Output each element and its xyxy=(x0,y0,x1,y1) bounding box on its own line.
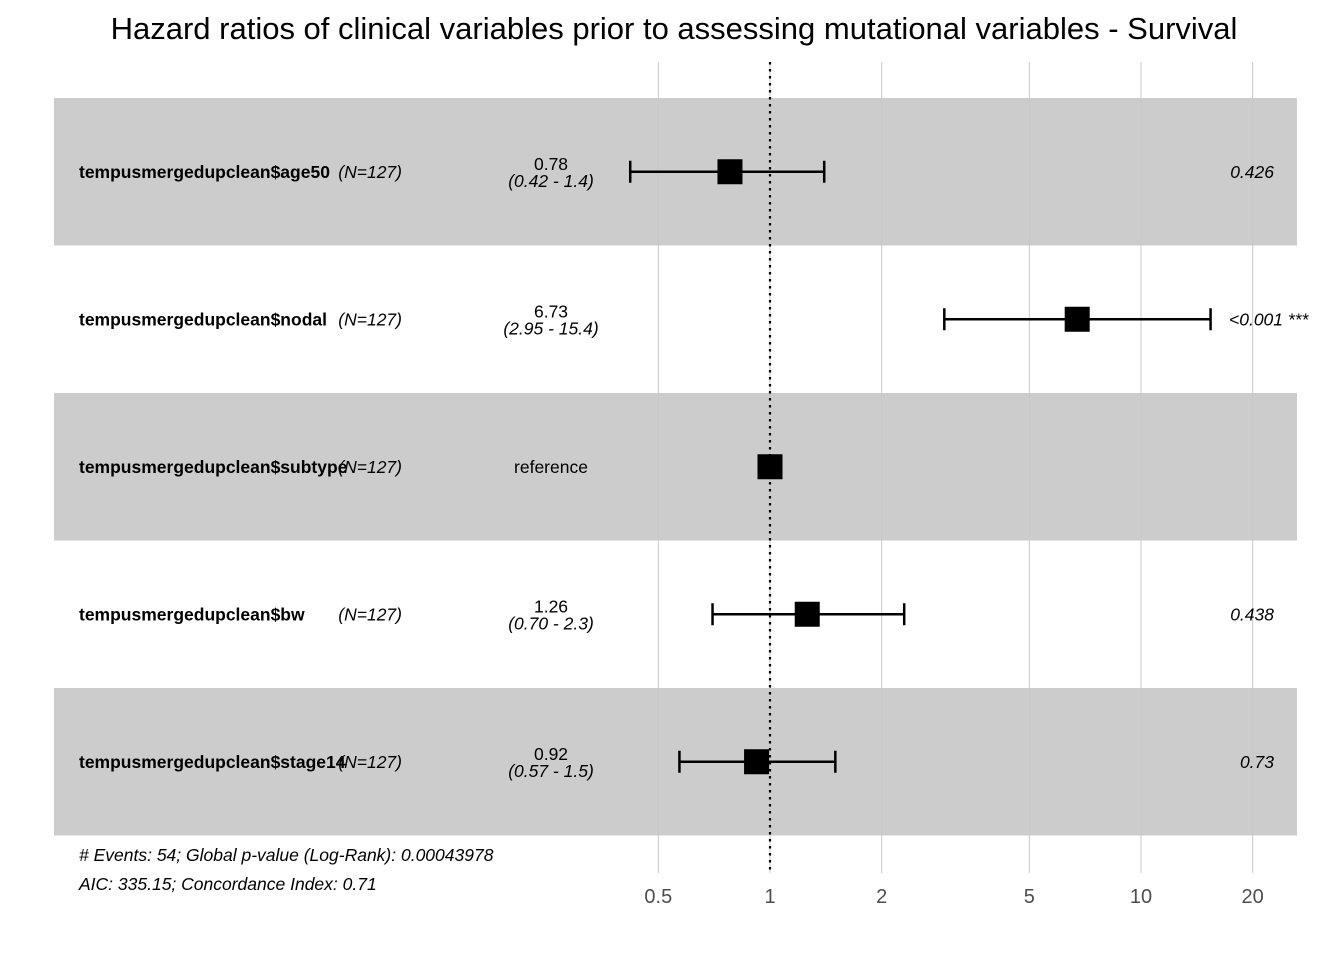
x-axis-ticks: 0.5 1 2 5 10 20 xyxy=(644,886,1263,908)
forest-row: tempusmergedupclean$subtype(N=127) refere… xyxy=(79,454,783,480)
forest-row: tempusmergedupclean$stage14(N=127) 0.92(0… xyxy=(79,744,1274,781)
p-value-label: 0.73 xyxy=(1240,752,1274,772)
n-label: (N=127) xyxy=(338,457,402,477)
ci-label: (0.42 - 1.4) xyxy=(508,171,594,191)
hr-marker xyxy=(757,454,783,480)
variable-label: tempusmergedupclean$nodal xyxy=(79,309,327,329)
x-tick-label: 2 xyxy=(876,886,887,908)
estimate-label: 1.26 xyxy=(534,596,568,616)
x-tick-label: 1 xyxy=(764,886,775,908)
variable-label: tempusmergedupclean$stage14 xyxy=(79,752,346,772)
footnote-aic: AIC: 335.15; Concordance Index: 0.71 xyxy=(78,874,377,894)
estimate-label: 6.73 xyxy=(534,301,568,321)
variable-label: tempusmergedupclean$bw xyxy=(79,604,305,624)
ci-label: (0.70 - 2.3) xyxy=(508,613,594,633)
hr-marker xyxy=(744,749,770,775)
n-label: (N=127) xyxy=(338,604,402,624)
hr-marker xyxy=(1064,306,1090,332)
forest-row: tempusmergedupclean$nodal (N=127) 6.73(2.9… xyxy=(79,301,1309,338)
x-tick-label: 5 xyxy=(1024,886,1035,908)
forest-rows: tempusmergedupclean$age50 (N=127) 0.78(0.4… xyxy=(79,154,1309,781)
ci-label: (2.95 - 15.4) xyxy=(503,318,598,338)
ci-label: (0.57 - 1.5) xyxy=(508,761,594,781)
p-value-label: <0.001 *** xyxy=(1229,309,1309,329)
n-label: (N=127) xyxy=(338,309,402,329)
estimate-label: 0.78 xyxy=(534,154,568,174)
n-label: (N=127) xyxy=(338,162,402,182)
row-band xyxy=(54,393,1297,541)
forest-row: tempusmergedupclean$age50 (N=127) 0.78(0.4… xyxy=(79,154,1274,191)
hr-marker xyxy=(794,601,820,627)
footnote-events: # Events: 54; Global p-value (Log-Rank):… xyxy=(79,845,494,865)
row-band xyxy=(54,688,1297,836)
x-tick-label: 0.5 xyxy=(644,886,672,908)
variable-label: tempusmergedupclean$age50 xyxy=(79,162,330,182)
x-tick-label: 10 xyxy=(1130,886,1152,908)
n-label: (N=127) xyxy=(338,752,402,772)
p-value-label: 0.438 xyxy=(1230,604,1274,624)
p-value-label: 0.426 xyxy=(1230,162,1274,182)
forest-row: tempusmergedupclean$bw (N=127) 1.26(0.70 -… xyxy=(79,596,1274,633)
x-tick-label: 20 xyxy=(1242,886,1264,908)
chart-title: Hazard ratios of clinical variables prio… xyxy=(111,11,1238,46)
variable-label: tempusmergedupclean$subtype xyxy=(79,457,348,477)
hr-marker xyxy=(717,159,743,185)
estimate-label: 0.92 xyxy=(534,744,568,764)
estimate-label: reference xyxy=(514,457,588,477)
row-bands xyxy=(54,98,1297,836)
